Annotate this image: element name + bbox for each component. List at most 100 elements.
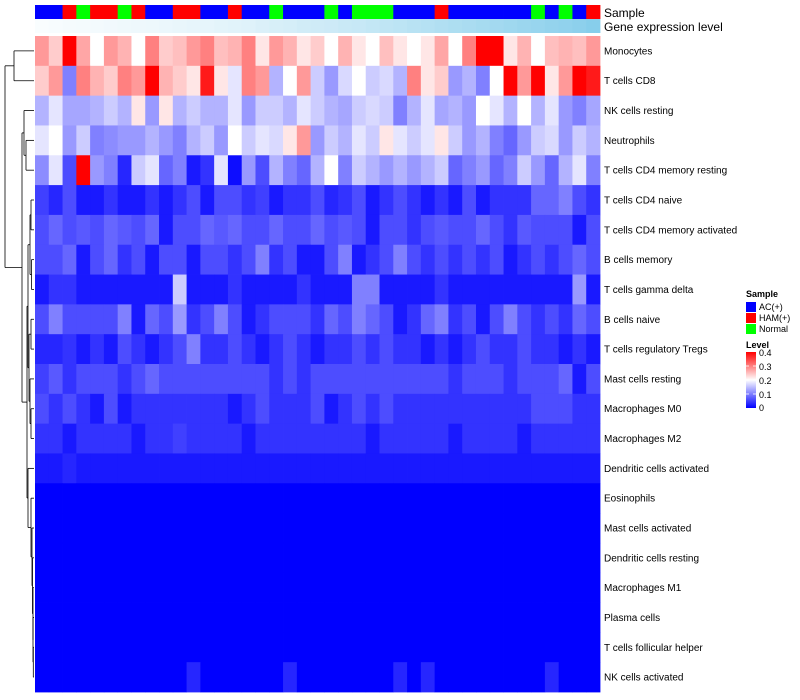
heatmap-cell [172, 602, 187, 633]
heatmap-cell [200, 453, 215, 484]
heatmap-cell [324, 632, 339, 663]
heatmap-cell [324, 304, 339, 335]
heatmap-cell [310, 542, 325, 574]
heatmap-cell [351, 274, 367, 305]
heatmap-cell [76, 513, 91, 544]
heatmap-cell [90, 244, 105, 275]
heatmap-cell [76, 36, 91, 67]
heatmap-cell [48, 453, 63, 484]
heatmap-cell [255, 36, 270, 67]
legend-swatch-ac [746, 302, 756, 312]
heatmap-cell [365, 602, 380, 633]
heatmap-cell [227, 125, 243, 156]
heatmap-cell [475, 542, 491, 574]
heatmap-cell [558, 304, 573, 335]
heatmap-cell [558, 274, 573, 305]
heatmap-cell [214, 244, 229, 275]
row-label: Dendritic cells resting [604, 553, 699, 564]
sample-annotation-cell [145, 5, 160, 19]
gene-expression-annotation-cell [269, 19, 284, 33]
heatmap-cell [269, 155, 284, 186]
heatmap-cell [172, 274, 187, 305]
heatmap-cell [103, 155, 119, 186]
heatmap-cell [448, 632, 463, 663]
heatmap-cell [434, 304, 449, 335]
heatmap-cell [393, 393, 408, 425]
heatmap-cell [145, 423, 160, 454]
heatmap-cell [35, 632, 50, 663]
heatmap-cell [48, 274, 63, 305]
heatmap-cell [448, 155, 463, 186]
heatmap-cell [407, 364, 422, 395]
gene-expression-annotation-cell [145, 19, 160, 33]
heatmap-cell [255, 244, 270, 275]
heatmap-cell [241, 185, 256, 216]
heatmap-cell [117, 453, 132, 484]
heatmap-cell [462, 95, 477, 126]
heatmap-cell [255, 65, 270, 97]
heatmap-cell [241, 662, 256, 693]
heatmap-cell [338, 155, 353, 186]
heatmap-cell [393, 334, 408, 365]
heatmap-cell [338, 214, 353, 246]
heatmap-cell [462, 393, 477, 425]
heatmap-cell [200, 423, 215, 454]
heatmap-cell [48, 393, 63, 425]
heatmap-cell [296, 423, 312, 454]
heatmap-cell [90, 65, 105, 97]
heatmap-cell [531, 155, 546, 186]
heatmap-cell [586, 423, 601, 454]
heatmap-cell [159, 334, 174, 365]
gene-expression-annotation-cell [200, 19, 215, 33]
heatmap-cell [76, 572, 91, 603]
heatmap-cell [475, 513, 491, 544]
heatmap-cell [90, 393, 105, 425]
heatmap-cell [379, 632, 394, 663]
heatmap-cell [269, 274, 284, 305]
heatmap-cell [572, 542, 587, 574]
heatmap-cell [269, 423, 284, 454]
gene-expression-annotation-cell [517, 19, 532, 33]
heatmap-cell [462, 304, 477, 335]
heatmap-cell [62, 334, 77, 365]
heatmap-cell [434, 513, 449, 544]
row-label: Neutrophils [604, 136, 655, 147]
heatmap-cell [572, 513, 587, 544]
heatmap-cell [296, 483, 312, 514]
row-label: T cells CD4 memory activated [604, 225, 737, 236]
heatmap-cell [186, 602, 201, 633]
heatmap-cell [283, 602, 298, 633]
heatmap-cell [503, 36, 518, 67]
heatmap-cell [227, 662, 243, 693]
heatmap-cell [214, 125, 229, 156]
sample-annotation-cell [365, 5, 380, 19]
heatmap-cell [117, 483, 132, 514]
heatmap-cell [90, 483, 105, 514]
sample-annotation-cell [558, 5, 573, 19]
heatmap-cell [324, 662, 339, 693]
row-label: Mast cells activated [604, 524, 691, 535]
heatmap-cell [448, 125, 463, 156]
heatmap-cell [420, 483, 436, 514]
heatmap-cell [586, 662, 601, 693]
heatmap-cell [365, 423, 380, 454]
heatmap-cell [76, 483, 91, 514]
heatmap-cell [310, 632, 325, 663]
heatmap-cell [200, 602, 215, 633]
heatmap-cell [200, 244, 215, 275]
heatmap-cell [586, 334, 601, 365]
heatmap-cell [503, 304, 518, 335]
heatmap-cell [283, 572, 298, 603]
heatmap-cell [324, 36, 339, 67]
heatmap-cell [531, 36, 546, 67]
heatmap-cell [420, 95, 436, 126]
heatmap-cell [407, 513, 422, 544]
gene-expression-annotation-cell [255, 19, 270, 33]
heatmap-cell [310, 125, 325, 156]
gene-expression-annotation-cell [186, 19, 201, 33]
heatmap-cell [407, 65, 422, 97]
heatmap-cell [365, 513, 380, 544]
heatmap-cell [172, 36, 187, 67]
heatmap-cell [379, 602, 394, 633]
heatmap-cell [200, 364, 215, 395]
